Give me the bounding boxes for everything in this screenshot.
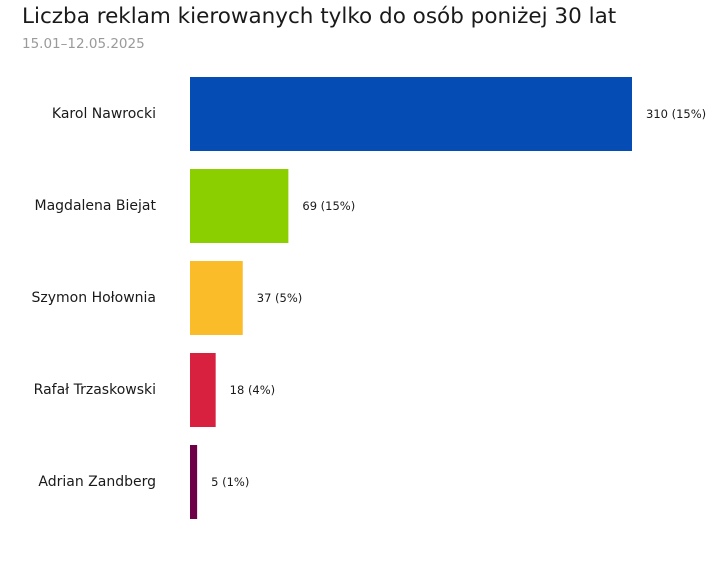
bar-0 [190,77,632,151]
bars-group: Karol Nawrocki 310 (15%) Magdalena Biejat 6… [32,77,706,519]
chart-title: Liczba reklam kierowanych tylko do osób … [22,4,617,29]
chart-subtitle: 15.01–12.05.2025 [22,36,145,52]
value-label-0: 310 (15%) [646,107,706,121]
category-label-1: Magdalena Biejat [35,198,157,214]
value-label-4: 5 (1%) [211,475,249,489]
value-label-2: 37 (5%) [257,291,303,305]
bar-4 [190,445,198,519]
category-label-2: Szymon Hołownia [32,290,156,306]
value-label-3: 18 (4%) [230,383,276,397]
bar-1 [190,169,289,243]
category-label-3: Rafał Trzaskowski [34,382,156,398]
category-label-0: Karol Nawrocki [52,106,156,122]
category-label-4: Adrian Zandberg [38,474,156,490]
bar-2 [190,261,243,335]
bar-3 [190,353,216,427]
value-label-1: 69 (15%) [302,199,355,213]
